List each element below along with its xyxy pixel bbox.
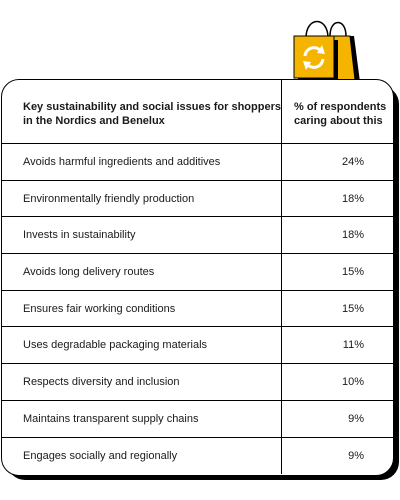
- percent-cell: 10%: [341, 375, 364, 388]
- percent-cell: 15%: [341, 265, 364, 278]
- percent-cell: 18%: [341, 229, 364, 242]
- issue-cell: Maintains transparent supply chains: [2, 400, 282, 437]
- issue-cell: Uses degradable packaging materials: [2, 327, 282, 364]
- table-row: Uses degradable packaging materials 11%: [2, 327, 393, 365]
- table-row: Maintains transparent supply chains 9%: [2, 400, 393, 438]
- issue-cell: Ensures fair working conditions: [2, 290, 282, 327]
- table-row: Avoids harmful ingredients and additives…: [2, 144, 393, 181]
- percent-cell: 15%: [341, 302, 364, 315]
- table-row: Avoids long delivery routes 15%: [2, 254, 393, 291]
- table-header-row: Key sustainability and social issues for…: [2, 80, 393, 144]
- percent-cell: 9%: [348, 412, 364, 425]
- issue-cell: Environmentally friendly production: [2, 180, 282, 217]
- issues-table: Key sustainability and social issues for…: [2, 80, 393, 475]
- percent-cell: 18%: [341, 192, 364, 205]
- percent-cell: 11%: [342, 339, 364, 352]
- issue-cell: Invests in sustainability: [2, 217, 282, 254]
- issues-table-card: Key sustainability and social issues for…: [1, 79, 394, 476]
- shopping-bags-recycle-icon: [293, 20, 360, 82]
- issue-cell: Respects diversity and inclusion: [2, 364, 282, 400]
- table-row: Ensures fair working conditions 15%: [2, 290, 393, 328]
- table-row: Environmentally friendly production 18%: [2, 180, 393, 218]
- percent-column-header: % of respondents caring about this: [294, 100, 387, 127]
- percent-cell: 24%: [341, 155, 364, 168]
- issue-cell: Engages socially and regionally: [2, 437, 282, 475]
- table-row: Respects diversity and inclusion 10%: [2, 364, 393, 401]
- table-row: Engages socially and regionally 9%: [2, 437, 393, 475]
- percent-cell: 9%: [348, 449, 364, 462]
- table-row: Invests in sustainability 18%: [2, 217, 393, 255]
- issue-column-header: Key sustainability and social issues for…: [2, 80, 282, 143]
- issue-cell: Avoids harmful ingredients and additives: [2, 144, 282, 180]
- issue-cell: Avoids long delivery routes: [2, 254, 282, 290]
